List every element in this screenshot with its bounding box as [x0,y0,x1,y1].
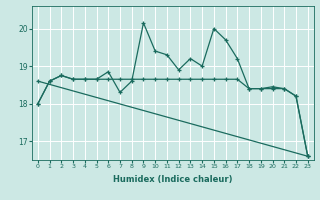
X-axis label: Humidex (Indice chaleur): Humidex (Indice chaleur) [113,175,233,184]
